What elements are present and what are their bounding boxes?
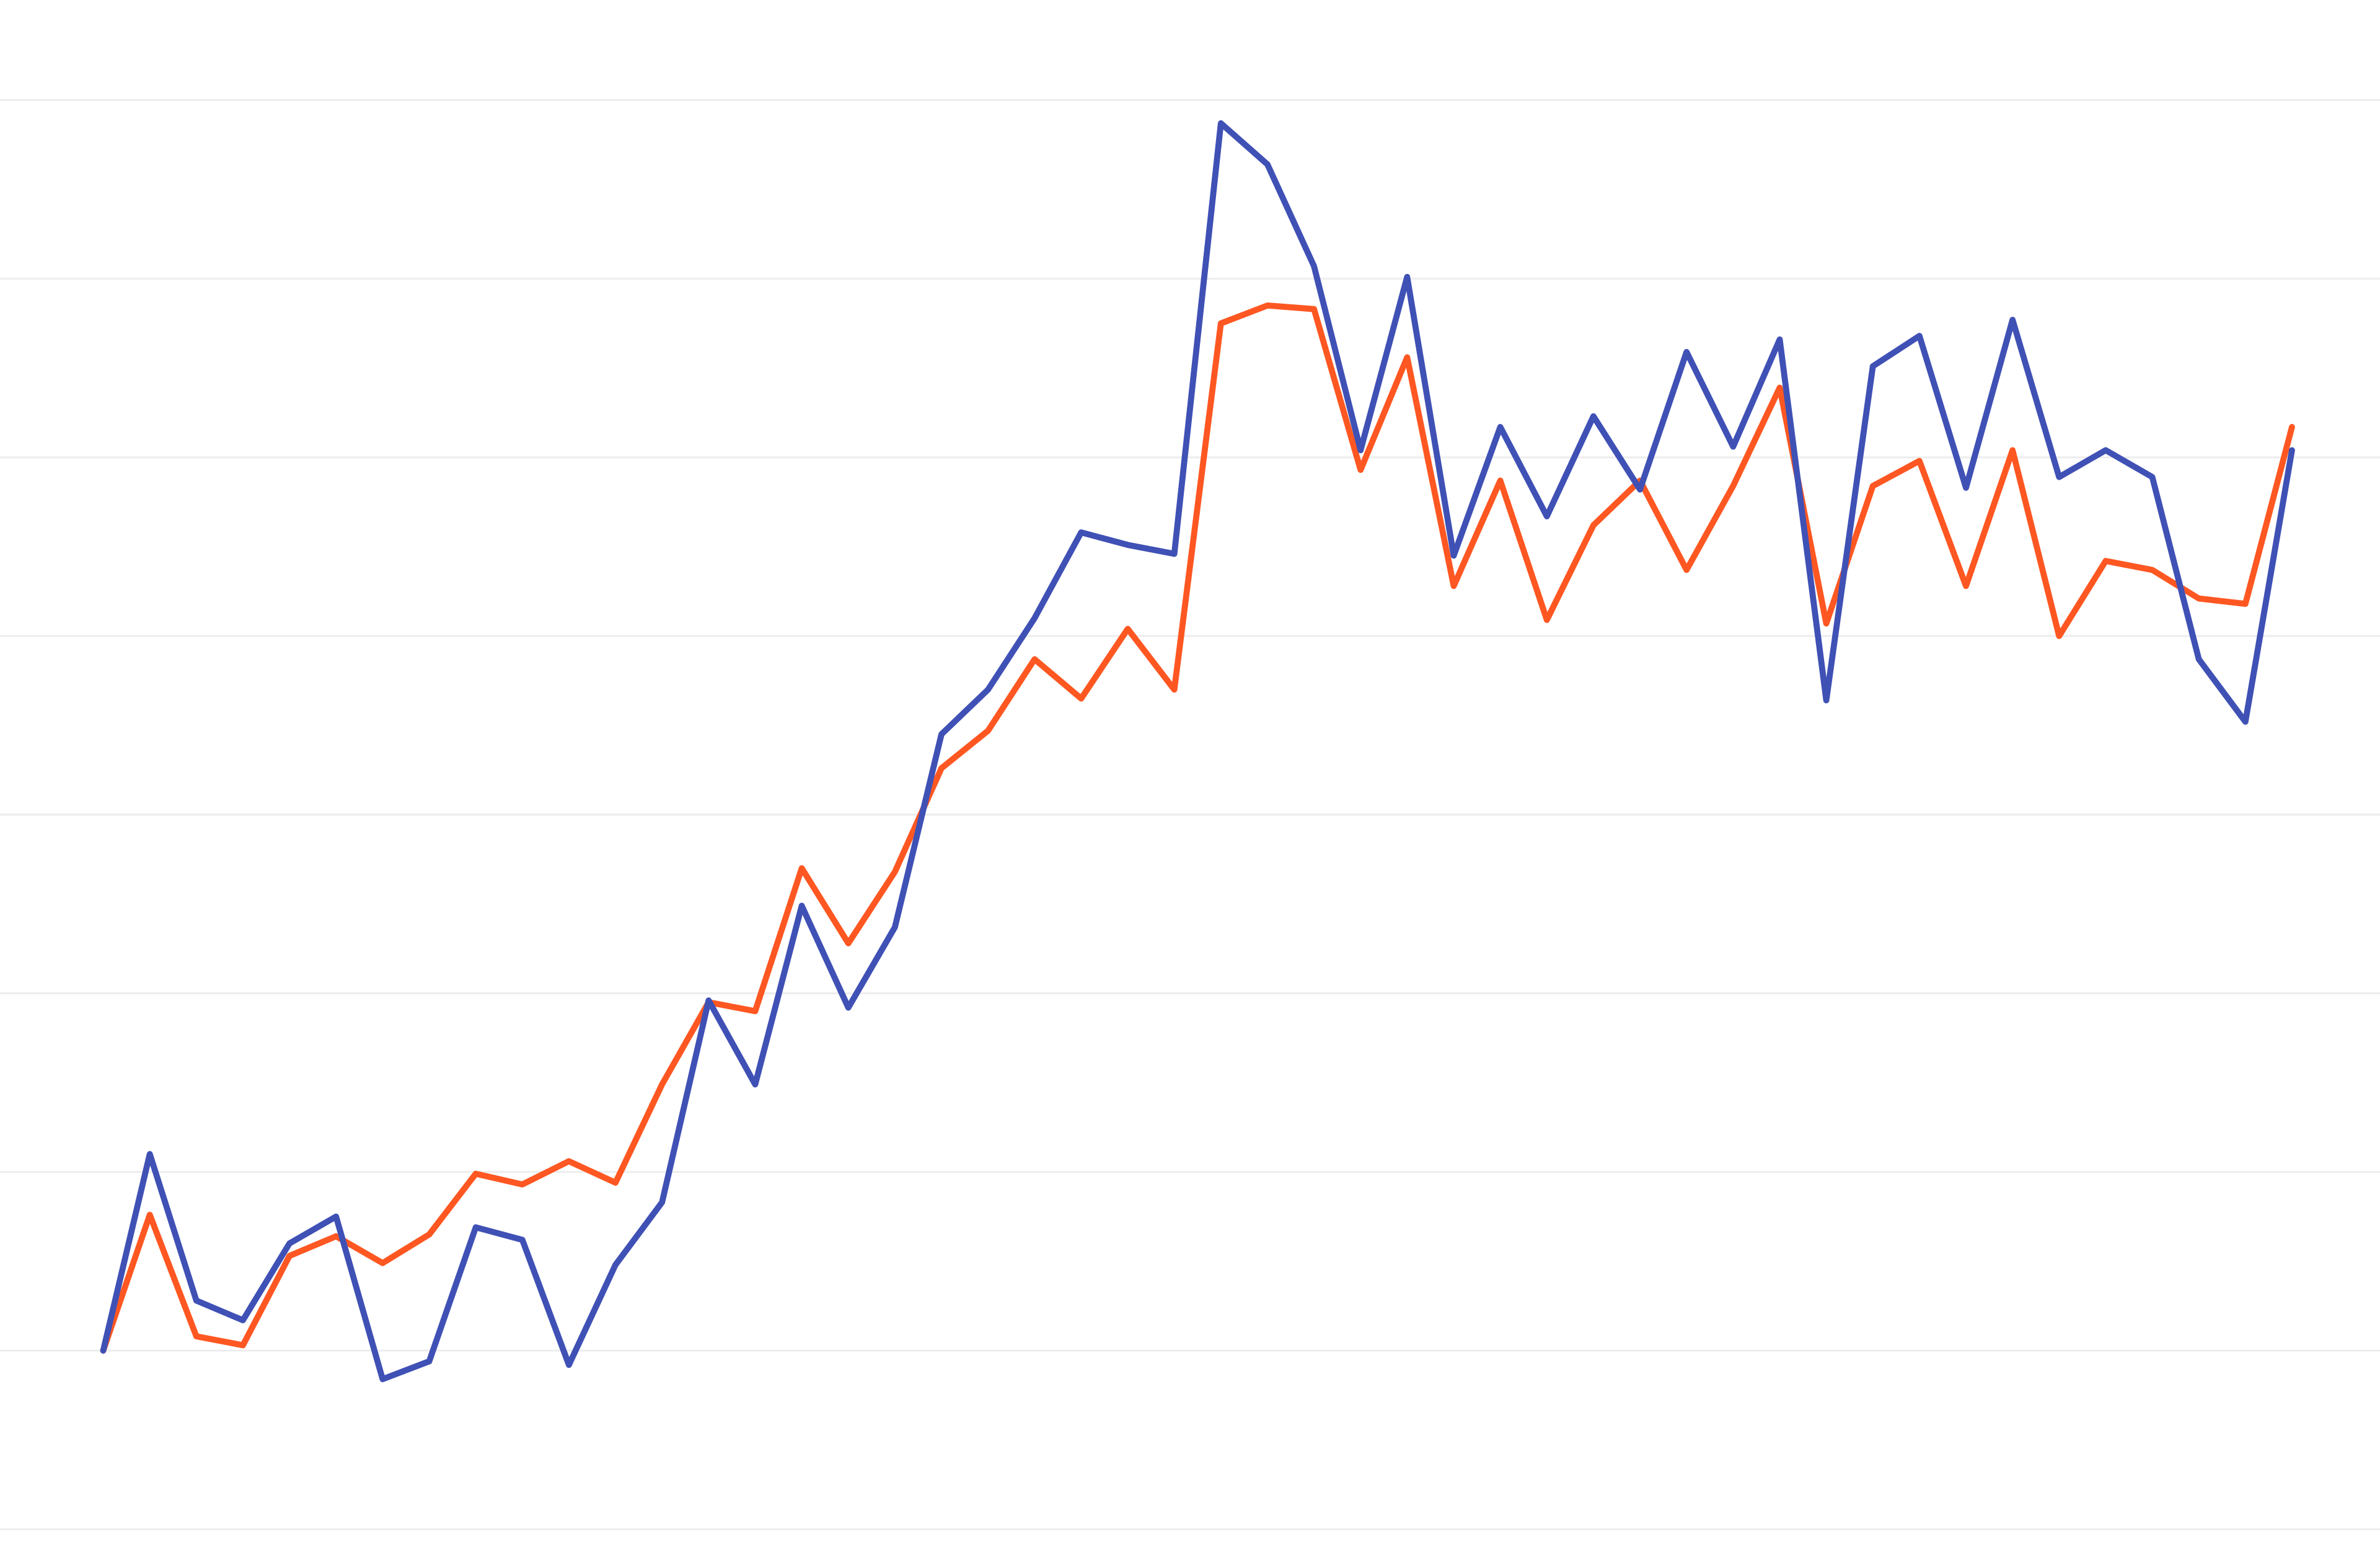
series-line	[100, 302, 2295, 1354]
series-line	[100, 120, 2295, 1383]
